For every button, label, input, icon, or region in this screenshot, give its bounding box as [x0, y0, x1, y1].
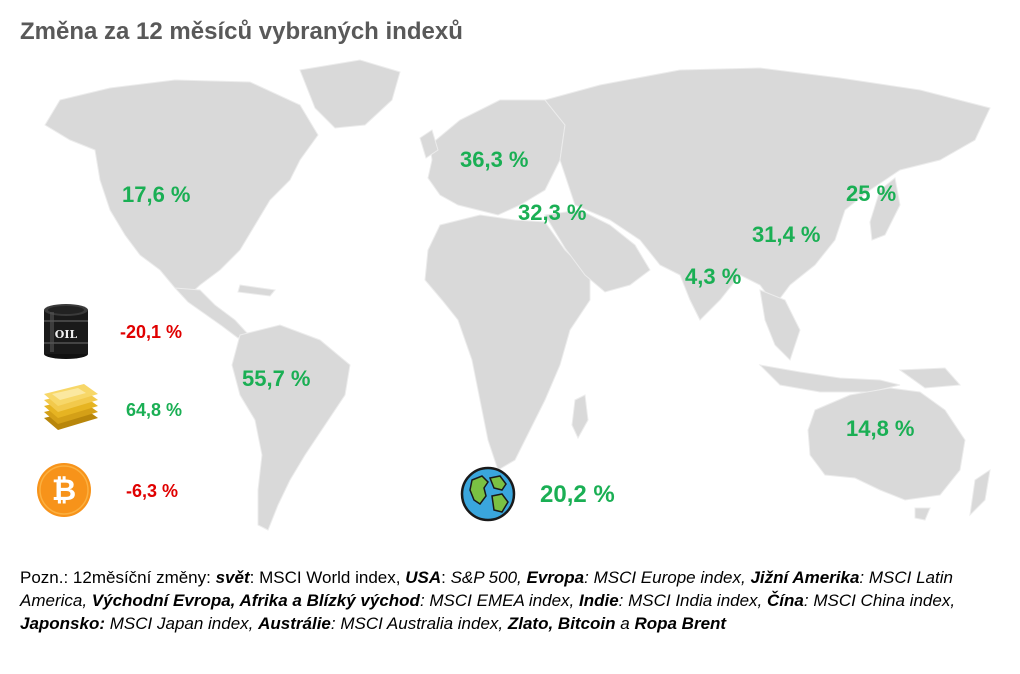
note-text-latam: MSCI Latin America,: [20, 568, 953, 610]
note-sep: :: [618, 591, 629, 610]
footnote: Pozn.: 12měsíční změny: svět: MSCI World…: [20, 566, 1005, 635]
central-america-shape: [173, 287, 249, 339]
madagascar-shape: [571, 394, 589, 440]
world-change: 20,2 %: [540, 481, 615, 508]
emea-change: 32,3 %: [518, 200, 587, 225]
note-key-world: svět: [215, 568, 250, 587]
oil-label: OIL: [55, 328, 78, 341]
japan-change: 25 %: [846, 181, 897, 206]
bitcoin-change: -6,3 %: [126, 481, 179, 501]
uk-shape: [419, 129, 439, 159]
note-text-australia: MSCI Australia index,: [340, 614, 508, 633]
note-key-usa: USA: [405, 568, 442, 587]
europe-shape: [427, 99, 566, 216]
middle-east-shape: [544, 209, 651, 293]
caribbean-shape: [237, 284, 276, 297]
note-sep: :: [859, 568, 869, 587]
gold-change: 64,8 %: [126, 400, 183, 420]
page-title: Změna za 12 měsíců vybraných indexů: [20, 18, 463, 45]
gold-bars-icon: [44, 384, 98, 430]
oil-change: -20,1 %: [120, 322, 183, 342]
note-key-latam: Jižní Amerika: [750, 568, 860, 587]
note-key-europe: Evropa: [526, 568, 585, 587]
globe-icon: [460, 466, 516, 522]
south-america-shape: [231, 324, 351, 531]
note-key-emea: Východní Evropa, Afrika a Blízký východ: [91, 591, 420, 610]
north-america-shape: [44, 79, 319, 297]
note-key-brent: Ropa Brent: [634, 614, 727, 633]
note-text-usa: S&P 500,: [450, 568, 527, 587]
note-key-australia: Austrálie: [258, 614, 331, 633]
oil-barrel-icon: OIL: [44, 304, 88, 359]
greenland-shape: [299, 59, 401, 129]
note-and: a: [615, 614, 635, 633]
usa-change: 17,6 %: [122, 182, 191, 207]
new-zealand-shape: [969, 468, 991, 517]
asia-shape: [544, 67, 991, 321]
note-sep: :: [584, 568, 594, 587]
note-key-india: Indie: [578, 591, 619, 610]
india-change: 4,3 %: [685, 264, 742, 289]
tasmania-shape: [914, 507, 931, 521]
note-sep: :: [803, 591, 814, 610]
bitcoin-icon: ₿: [37, 463, 91, 517]
indonesia-shape: [758, 364, 901, 393]
australia-shape: [807, 387, 966, 501]
footnote-prefix: Pozn.: 12měsíční změny:: [20, 568, 216, 587]
se-asia-shape: [759, 289, 801, 361]
note-sep: :: [249, 568, 260, 587]
china-change: 31,4 %: [752, 222, 821, 247]
note-text-india: MSCI India index,: [628, 591, 768, 610]
svg-text:₿: ₿: [52, 473, 76, 508]
note-key-china: Čína: [767, 591, 804, 610]
papua-shape: [898, 367, 962, 389]
world-map: [44, 59, 991, 531]
africa-shape: [424, 214, 591, 471]
note-text-europe: MSCI Europe index,: [593, 568, 751, 587]
australia-change: 14,8 %: [846, 416, 915, 441]
japan-shape: [869, 177, 901, 241]
note-sep: :: [441, 568, 451, 587]
note-sep: :: [419, 591, 430, 610]
note-text-japan: MSCI Japan index,: [109, 614, 259, 633]
note-sep: :: [330, 614, 341, 633]
note-text-world: MSCI World index,: [259, 568, 406, 587]
note-key-japan: Japonsko:: [20, 614, 106, 633]
note-key-gold-bitcoin: Zlato, Bitcoin: [507, 614, 616, 633]
europe-change: 36,3 %: [460, 147, 529, 172]
note-text-emea: MSCI EMEA index,: [429, 591, 579, 610]
note-text-china: MSCI China index,: [813, 591, 956, 610]
latin-america-change: 55,7 %: [242, 366, 311, 391]
